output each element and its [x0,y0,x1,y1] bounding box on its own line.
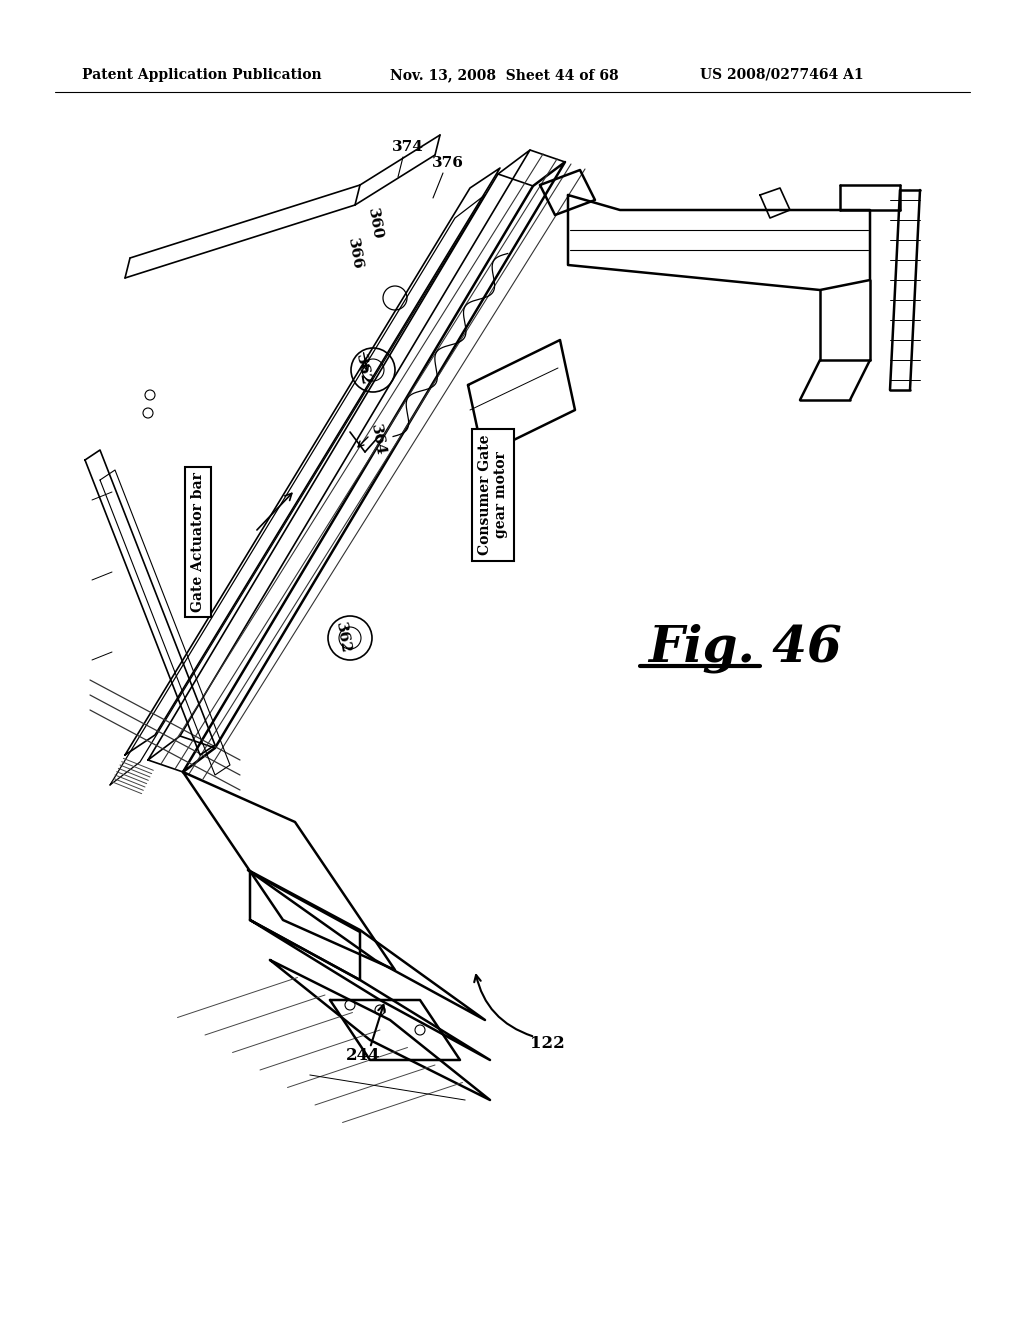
Text: US 2008/0277464 A1: US 2008/0277464 A1 [700,69,863,82]
Text: 364: 364 [369,424,388,457]
Text: Patent Application Publication: Patent Application Publication [82,69,322,82]
Text: 362: 362 [353,354,373,387]
Text: 374: 374 [392,140,424,154]
Text: Nov. 13, 2008  Sheet 44 of 68: Nov. 13, 2008 Sheet 44 of 68 [390,69,618,82]
Text: 360: 360 [366,207,385,242]
Text: 244: 244 [346,1048,380,1064]
Text: Consumer Gate
gear motor: Consumer Gate gear motor [478,434,508,556]
Text: 366: 366 [345,238,365,271]
Text: 362: 362 [334,622,352,655]
Text: Gate Actuator bar: Gate Actuator bar [191,473,205,612]
Text: Fig. 46: Fig. 46 [648,623,842,673]
Text: 122: 122 [529,1035,564,1052]
Text: 376: 376 [432,156,464,170]
